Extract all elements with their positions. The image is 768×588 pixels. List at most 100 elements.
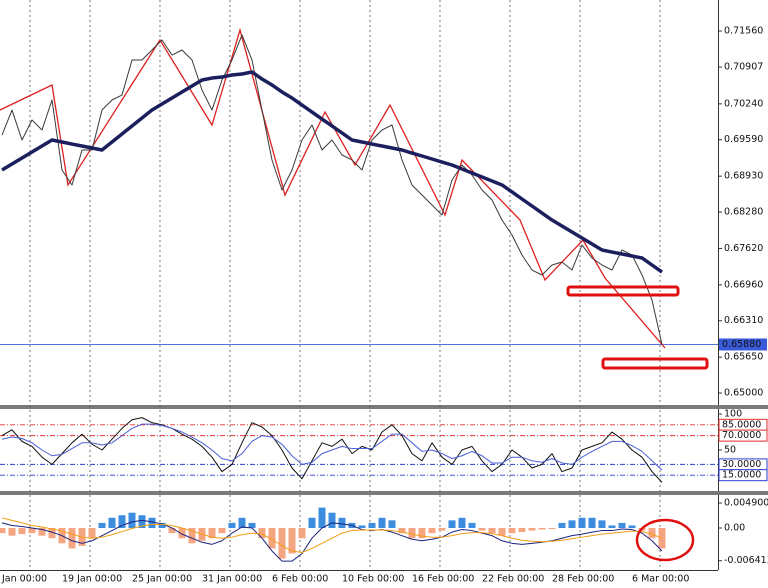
annotation-box [601, 357, 709, 370]
histogram-bar [118, 515, 126, 529]
histogram-bar [398, 528, 406, 534]
histogram-bar [68, 528, 76, 549]
histogram-bar [378, 517, 386, 529]
y-tick-label: 0.70907 [724, 62, 763, 73]
level-label: 15.0000 [722, 470, 761, 481]
current-price-label: 0.65880 [722, 339, 761, 350]
histogram-bar [458, 517, 466, 529]
histogram-bar [278, 528, 286, 559]
histogram-bar [248, 522, 256, 529]
histogram-bar [188, 528, 196, 544]
line [1, 423, 663, 471]
panel-separator [0, 405, 768, 409]
histogram-bar [298, 528, 306, 539]
histogram-bar [208, 528, 216, 539]
histogram-bar [588, 517, 596, 529]
histogram-bar [358, 525, 366, 529]
histogram-bar [238, 517, 246, 529]
histogram-bar [408, 528, 416, 539]
histogram-bar [158, 522, 166, 529]
marks [0, 34, 666, 562]
histogram-bar [128, 512, 136, 529]
histogram-bar [338, 517, 346, 529]
line [1, 517, 663, 553]
line [1, 417, 663, 483]
histogram-bar [268, 528, 276, 549]
x-tick-label: 25 Jan 00:00 [132, 574, 192, 585]
histogram-bar [48, 528, 56, 539]
histogram-bar [38, 528, 46, 536]
current-price-box [719, 338, 767, 351]
x-tick-label: Jan 00:00 [1, 574, 47, 585]
y-tick-label: 0.66960 [724, 279, 763, 290]
y-tick-label: 0.66310 [724, 315, 763, 326]
level-label: 30.0000 [722, 459, 761, 470]
level-label: 85.0000 [722, 419, 761, 430]
y-tick-label: 0.68930 [724, 171, 763, 182]
histogram-bar [138, 515, 146, 529]
histogram-bar [418, 528, 426, 539]
histogram-bar [228, 522, 236, 529]
histogram-bar [658, 528, 666, 549]
histogram-bar [468, 522, 476, 529]
histogram-bar [428, 528, 436, 534]
histogram-bar [318, 507, 326, 529]
histogram-bar [98, 522, 106, 529]
line [1, 519, 663, 562]
histogram-bar [438, 528, 446, 531]
x-tick-label: 31 Jan 00:00 [202, 574, 262, 585]
histogram-bar [568, 520, 576, 529]
y-tick-label: 0.68280 [724, 207, 763, 218]
y-tick-label: 100 [724, 409, 742, 420]
histogram-bar [218, 528, 226, 534]
line [1, 34, 663, 345]
y-tick-label: -0.006413 [724, 555, 768, 566]
histogram-bar [448, 520, 456, 529]
y-tick-label: 0.69590 [724, 134, 763, 145]
x-tick-label: 16 Feb 00:00 [412, 574, 474, 585]
annotation-box [566, 285, 680, 297]
histogram-bar [368, 522, 376, 529]
grid [0, 0, 718, 570]
level-label-box [718, 429, 768, 442]
histogram-bar [518, 528, 526, 533]
histogram-bar [88, 528, 96, 539]
x-tick-label: 22 Feb 00:00 [482, 574, 544, 585]
level-label-box [718, 469, 768, 482]
y-tick-label: 0.65000 [724, 388, 763, 399]
axes: 0.71560 0.70907 0.70240 0.69590 0.68930 0.682… [1, 26, 768, 585]
histogram-bar [538, 528, 546, 530]
y-tick-label: 50 [724, 445, 736, 456]
y-tick-label: 0.70240 [724, 98, 763, 109]
histogram-bar [168, 528, 176, 534]
histogram-bar [28, 528, 36, 534]
x-tick-label: 19 Jan 00:00 [62, 574, 122, 585]
annotation-circle [635, 518, 695, 562]
histogram-bar [608, 525, 616, 529]
histogram-bar [178, 528, 186, 539]
histogram-bar [628, 525, 636, 529]
histogram-bar [328, 512, 336, 529]
histogram-bar [618, 522, 626, 529]
histogram-bar [478, 528, 486, 531]
histogram-bar [598, 520, 606, 529]
histogram-bar [288, 528, 296, 554]
y-tick-label: 0.67620 [724, 243, 763, 254]
y-tick-label: 0.00 [724, 523, 745, 534]
x-tick-label: 28 Feb 00:00 [552, 574, 614, 585]
histogram-bar [498, 528, 506, 536]
histogram-bar [308, 517, 316, 529]
y-tick-label: 0.65650 [724, 352, 763, 363]
x-tick-label: 10 Feb 00:00 [342, 574, 404, 585]
histogram-bar [558, 522, 566, 529]
histogram-bar [508, 528, 516, 534]
histogram-bar [0, 528, 6, 534]
histogram-bar [648, 528, 656, 539]
histogram-bar [388, 520, 396, 529]
zigzag [0, 27, 666, 349]
level-label: 70.0000 [722, 430, 761, 441]
x-tick-label: 6 Feb 00:00 [272, 574, 328, 585]
y-tick-label: 0.0049007 [724, 498, 768, 509]
moving-average [1, 70, 664, 274]
